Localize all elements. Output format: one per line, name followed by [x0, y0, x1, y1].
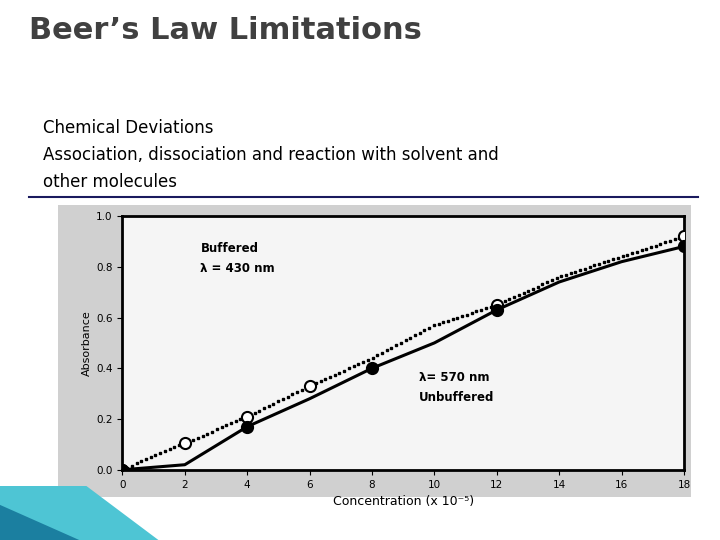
Y-axis label: Absorbance: Absorbance — [82, 310, 92, 376]
Text: λ= 570 nm: λ= 570 nm — [419, 371, 490, 384]
X-axis label: Concentration (x 10⁻⁵): Concentration (x 10⁻⁵) — [333, 495, 474, 508]
Text: Unbuffered: Unbuffered — [419, 392, 494, 404]
Text: Chemical Deviations: Chemical Deviations — [43, 119, 214, 137]
Text: Buffered: Buffered — [200, 241, 258, 254]
Text: other molecules: other molecules — [43, 173, 177, 191]
Text: λ = 430 nm: λ = 430 nm — [200, 262, 275, 275]
Text: Beer’s Law Limitations: Beer’s Law Limitations — [29, 16, 422, 45]
Text: Association, dissociation and reaction with solvent and: Association, dissociation and reaction w… — [43, 146, 499, 164]
